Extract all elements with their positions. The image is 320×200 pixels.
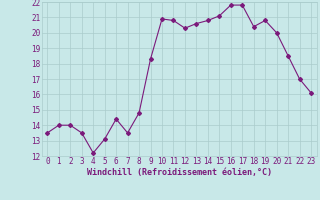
X-axis label: Windchill (Refroidissement éolien,°C): Windchill (Refroidissement éolien,°C)	[87, 168, 272, 177]
